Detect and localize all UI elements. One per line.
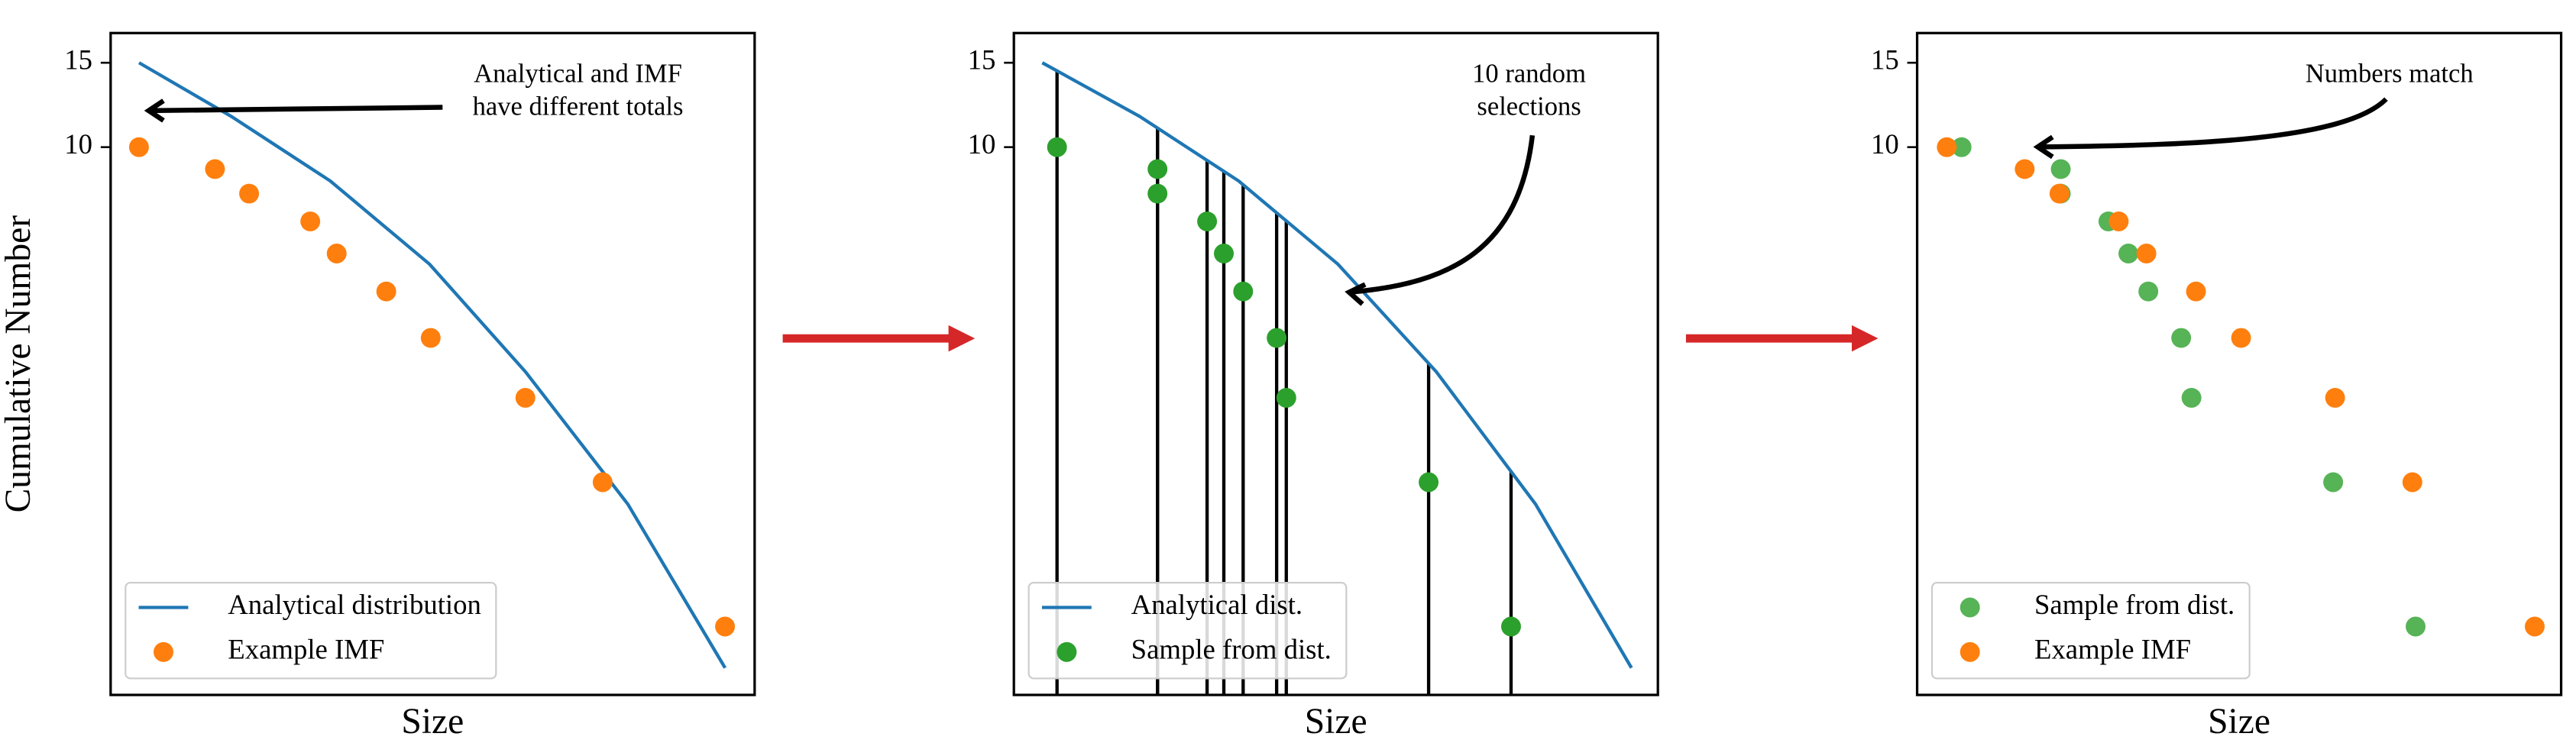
point xyxy=(1047,137,1067,157)
point xyxy=(2181,387,2202,408)
point xyxy=(376,281,396,302)
y-tick-label: 15 xyxy=(1871,44,1899,76)
point xyxy=(2406,616,2426,637)
point xyxy=(2186,281,2206,302)
annotation: Analytical and IMF xyxy=(474,59,682,88)
point xyxy=(1267,328,1287,348)
legend: Analytical distribution Example IMF xyxy=(125,581,497,680)
annotation-arrow xyxy=(148,105,443,114)
point xyxy=(1937,137,1957,157)
point xyxy=(592,472,613,493)
y-tick-label: 15 xyxy=(968,44,996,76)
plot-frame xyxy=(1012,31,1659,696)
point xyxy=(239,183,260,204)
point xyxy=(1197,211,1218,231)
y-tick-label: 10 xyxy=(968,128,996,160)
point xyxy=(1419,472,1439,493)
point xyxy=(2015,159,2035,179)
point xyxy=(2108,211,2129,231)
plot-frame xyxy=(1915,31,2563,696)
annotation-arrow xyxy=(1348,134,1536,295)
annotation-arrow xyxy=(2037,97,2388,150)
panel: 10 15 Size Cumulative Number Analytical dist… xyxy=(0,31,756,741)
annotation-arrowhead xyxy=(2033,134,2054,160)
point xyxy=(715,616,736,637)
annotation: selections xyxy=(1477,92,1581,121)
point xyxy=(128,137,149,157)
legend-label: Example IMF xyxy=(228,633,384,664)
x-axis-label: Size xyxy=(1305,702,1367,741)
point xyxy=(326,244,347,263)
point xyxy=(2402,472,2422,493)
line-series xyxy=(138,61,727,669)
point xyxy=(1147,159,1168,179)
point xyxy=(205,159,225,179)
point xyxy=(1276,387,1296,408)
point xyxy=(1147,183,1168,204)
annotation-arrowhead xyxy=(1345,282,1367,306)
legend-label: Sample from dist. xyxy=(2034,589,2235,620)
legend-label: Analytical distribution xyxy=(228,589,481,620)
legend-swatch xyxy=(1960,641,1980,662)
point xyxy=(2049,183,2070,204)
legend-box xyxy=(1930,581,2251,680)
annotation: 10 random xyxy=(1472,59,1586,88)
point xyxy=(420,328,441,348)
y-tick-label: 15 xyxy=(64,44,92,76)
point xyxy=(1951,137,1972,157)
point xyxy=(1214,244,1234,263)
y-tick-label: 10 xyxy=(1871,128,1899,160)
legend-swatch xyxy=(1960,597,1980,618)
annotation: Numbers match xyxy=(2306,59,2474,88)
point xyxy=(2171,328,2192,348)
point xyxy=(2325,387,2345,408)
point xyxy=(300,211,321,231)
point xyxy=(2323,472,2344,493)
point xyxy=(2138,281,2159,302)
legend-label: Example IMF xyxy=(2034,633,2191,664)
point xyxy=(1501,616,1521,637)
panel: 10 15 Size Sample from dist. Example IMF Numb… xyxy=(1871,31,2563,741)
y-tick-label: 10 xyxy=(64,128,92,160)
legend-box xyxy=(125,581,497,680)
line-series xyxy=(1041,61,1633,669)
x-axis-label: Size xyxy=(2208,702,2270,741)
point xyxy=(2050,159,2071,179)
plot-frame xyxy=(109,31,756,696)
x-axis-label: Size xyxy=(401,702,464,741)
legend: Analytical dist. Sample from dist. xyxy=(1027,581,1348,680)
point xyxy=(2231,328,2251,348)
legend: Sample from dist. Example IMF xyxy=(1930,581,2251,680)
point xyxy=(515,387,536,408)
annotation: have different totals xyxy=(473,92,684,121)
point xyxy=(2118,244,2139,263)
legend-box xyxy=(1027,581,1348,680)
y-axis-label: Cumulative Number xyxy=(0,215,38,513)
legend-label: Analytical dist. xyxy=(1131,589,1303,620)
legend-swatch xyxy=(154,641,173,662)
point xyxy=(2525,616,2545,637)
point xyxy=(1233,281,1254,302)
legend-label: Sample from dist. xyxy=(1131,633,1332,664)
annotation-arrowhead xyxy=(144,99,165,123)
point xyxy=(2136,244,2157,263)
panel: 10 15 Size Analytical dist. Sample from dist… xyxy=(968,31,1659,741)
legend-swatch xyxy=(1057,641,1077,662)
